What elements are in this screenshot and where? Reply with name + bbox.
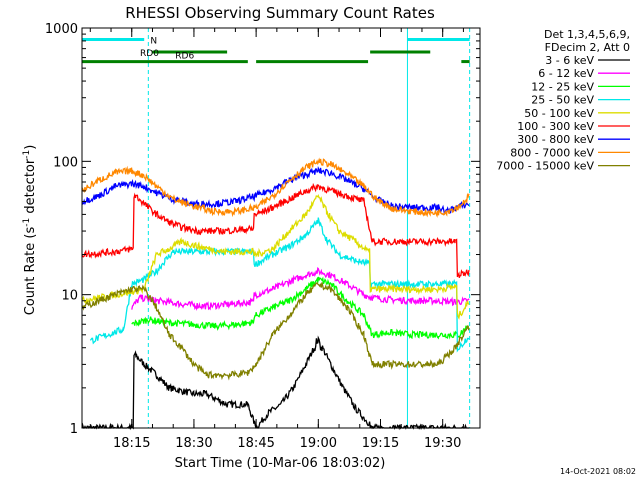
plot-frame	[81, 27, 481, 429]
series-line-5	[81, 182, 470, 279]
axes-layer: 1 10 100 1000 18:15 18:30 18:45 19:00 19:15 19:30	[45, 22, 481, 451]
legend-entry-label: 3 - 6 keV	[545, 54, 594, 67]
legend-header-line2: FDecim 2, Att 0	[545, 41, 630, 54]
y-axis-label-sup1: -1	[22, 218, 32, 227]
series-line-3	[89, 217, 470, 353]
x-tick-label: 18:30	[175, 436, 212, 451]
legend-entry-label: 12 - 25 keV	[531, 80, 594, 93]
series-line-1	[131, 266, 470, 312]
y-tick-label: 1	[70, 422, 78, 437]
legend: Det 1,3,4,5,6,9, FDecim 2, Att 0 3 - 6 k…	[496, 28, 630, 173]
flag-label-rd0: RD0	[140, 49, 159, 59]
legend-entry-label: 25 - 50 keV	[531, 94, 594, 107]
footer-date: 14-Oct-2021 08:02	[560, 467, 636, 476]
series-line-8	[81, 282, 470, 381]
legend-entry-label: 800 - 7000 keV	[510, 146, 594, 159]
y-axis-label-part2: detector	[23, 158, 38, 218]
y-axis-label: Count Rate (s-1 detector-1)	[22, 145, 38, 316]
x-tick-label: 19:15	[362, 436, 399, 451]
series-line-0	[81, 335, 470, 431]
y-axis-label-part3: )	[23, 145, 38, 150]
legend-entry-label: 300 - 800 keV	[517, 133, 594, 146]
x-tick-label: 19:30	[424, 436, 461, 451]
legend-entry-label: 7000 - 15000 keV	[496, 160, 594, 173]
legend-header-line1: Det 1,3,4,5,6,9,	[544, 28, 630, 41]
legend-entry-label: 100 - 300 keV	[517, 120, 594, 133]
legend-entry-label: 6 - 12 keV	[538, 67, 594, 80]
y-axis-label-part1: Count Rate (s	[23, 227, 38, 316]
y-axis-label-sup2: -1	[22, 150, 32, 159]
x-tick-label: 18:45	[237, 436, 274, 451]
x-axis-label: Start Time (10-Mar-06 18:03:02)	[175, 456, 386, 471]
series-line-6	[81, 166, 470, 216]
x-tick-label: 19:00	[300, 436, 337, 451]
y-tick-label: 100	[53, 155, 78, 170]
y-tick-label: 1000	[45, 22, 78, 37]
flag-label-rd6: RD6	[175, 52, 194, 62]
series-line-2	[131, 276, 470, 340]
chart-title: RHESSI Observing Summary Count Rates	[125, 4, 435, 22]
series-line-7	[81, 157, 470, 218]
series-line-4	[81, 193, 470, 320]
x-tick-label: 18:15	[113, 436, 150, 451]
plot-area: N RD0 RD6	[81, 28, 471, 428]
legend-entry-label: 50 - 100 keV	[524, 107, 594, 120]
y-tick-label: 10	[61, 289, 78, 304]
series-layer	[81, 157, 470, 431]
flag-label-n: N	[150, 36, 157, 46]
